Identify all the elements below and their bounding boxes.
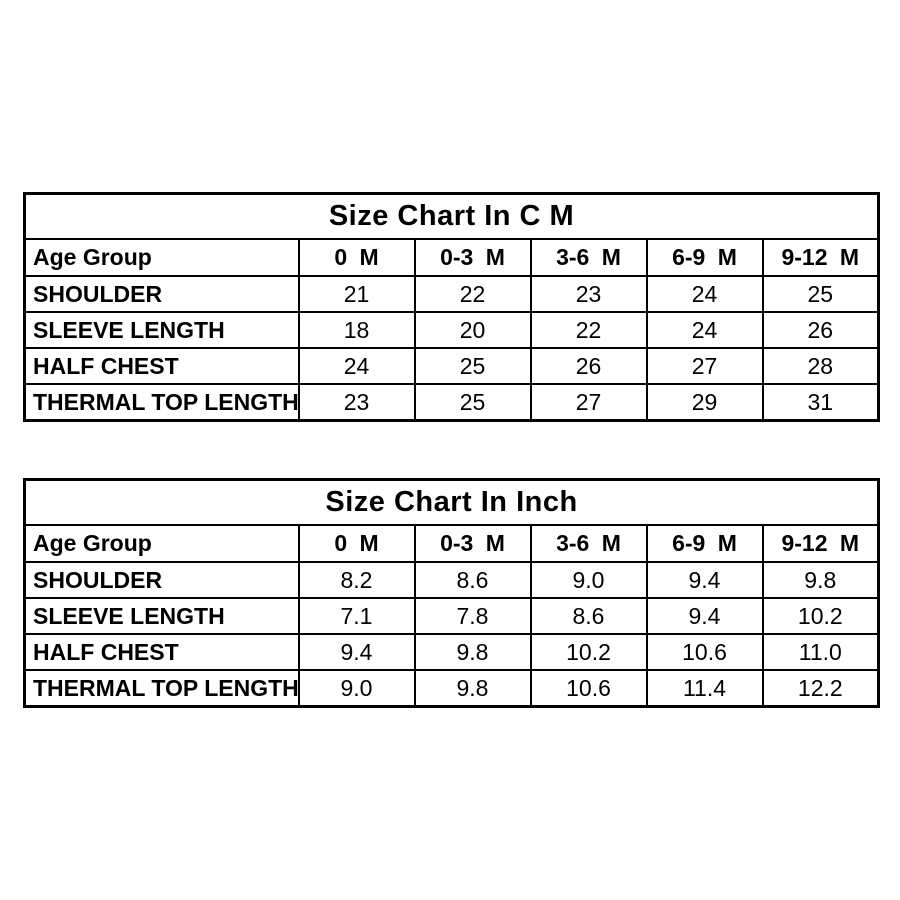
table-cell: 7.8	[413, 597, 532, 635]
table-cell: 24	[645, 275, 764, 313]
column-header: Age Group	[23, 238, 300, 277]
table-cell: 12.2	[761, 669, 880, 708]
table-cell: 9.4	[645, 561, 764, 599]
table-row: SLEEVE LENGTH 18 20 22 24 26	[23, 311, 880, 349]
size-chart-cm-table: Size Chart In C M Age Group 0 M 0-3 M 3-…	[23, 192, 881, 422]
table-cell: 24	[645, 311, 764, 349]
table-title: Size Chart In C M	[23, 192, 880, 240]
table-cell: 9.8	[413, 633, 532, 671]
table-row: THERMAL TOP LENGTH 9.0 9.8 10.6 11.4 12.…	[23, 669, 880, 708]
column-header: 9-12 M	[761, 524, 880, 563]
table-cell: 9.8	[413, 669, 532, 708]
table-cell: 27	[645, 347, 764, 385]
column-header: 0-3 M	[413, 238, 532, 277]
row-label: THERMAL TOP LENGTH	[23, 669, 300, 708]
column-header: 0 M	[297, 238, 416, 277]
table-cell: 10.6	[529, 669, 648, 708]
table-cell: 26	[529, 347, 648, 385]
table-cell: 29	[645, 383, 764, 422]
row-label: HALF CHEST	[23, 347, 300, 385]
table-cell: 23	[529, 275, 648, 313]
table-row: HALF CHEST 24 25 26 27 28	[23, 347, 880, 385]
table-row: THERMAL TOP LENGTH 23 25 27 29 31	[23, 383, 880, 422]
row-label: SLEEVE LENGTH	[23, 597, 300, 635]
table-cell: 11.4	[645, 669, 764, 708]
table-header-row: Age Group 0 M 0-3 M 3-6 M 6-9 M 9-12 M	[23, 238, 880, 277]
table-cell: 7.1	[297, 597, 416, 635]
table-cell: 9.8	[761, 561, 880, 599]
column-header: 9-12 M	[761, 238, 880, 277]
table-cell: 25	[413, 383, 532, 422]
row-label: SHOULDER	[23, 275, 300, 313]
table-cell: 11.0	[761, 633, 880, 671]
column-header: 3-6 M	[529, 524, 648, 563]
table-cell: 9.0	[297, 669, 416, 708]
column-header: 6-9 M	[645, 524, 764, 563]
table-cell: 25	[761, 275, 880, 313]
column-header: 3-6 M	[529, 238, 648, 277]
table-cell: 9.4	[645, 597, 764, 635]
table-cell: 8.6	[529, 597, 648, 635]
table-row: HALF CHEST 9.4 9.8 10.2 10.6 11.0	[23, 633, 880, 671]
table-cell: 10.2	[529, 633, 648, 671]
table-title-row: Size Chart In C M	[23, 192, 880, 240]
table-title-row: Size Chart In Inch	[23, 478, 880, 526]
table-cell: 22	[529, 311, 648, 349]
column-header: 0 M	[297, 524, 416, 563]
table-cell: 8.6	[413, 561, 532, 599]
table-cell: 21	[297, 275, 416, 313]
row-label: THERMAL TOP LENGTH	[23, 383, 300, 422]
table-cell: 20	[413, 311, 532, 349]
table-cell: 10.6	[645, 633, 764, 671]
table-cell: 9.4	[297, 633, 416, 671]
table-title: Size Chart In Inch	[23, 478, 880, 526]
table-cell: 22	[413, 275, 532, 313]
row-label: HALF CHEST	[23, 633, 300, 671]
table-cell: 9.0	[529, 561, 648, 599]
size-chart-inch-table: Size Chart In Inch Age Group 0 M 0-3 M 3…	[23, 478, 881, 708]
table-cell: 10.2	[761, 597, 880, 635]
table-row: SHOULDER 8.2 8.6 9.0 9.4 9.8	[23, 561, 880, 599]
row-label: SLEEVE LENGTH	[23, 311, 300, 349]
table-cell: 25	[413, 347, 532, 385]
table-cell: 8.2	[297, 561, 416, 599]
table-cell: 18	[297, 311, 416, 349]
column-header: 6-9 M	[645, 238, 764, 277]
table-header-row: Age Group 0 M 0-3 M 3-6 M 6-9 M 9-12 M	[23, 524, 880, 563]
row-label: SHOULDER	[23, 561, 300, 599]
table-cell: 24	[297, 347, 416, 385]
table-cell: 28	[761, 347, 880, 385]
table-cell: 31	[761, 383, 880, 422]
column-header: Age Group	[23, 524, 300, 563]
table-cell: 26	[761, 311, 880, 349]
column-header: 0-3 M	[413, 524, 532, 563]
table-row: SLEEVE LENGTH 7.1 7.8 8.6 9.4 10.2	[23, 597, 880, 635]
table-row: SHOULDER 21 22 23 24 25	[23, 275, 880, 313]
table-cell: 27	[529, 383, 648, 422]
table-cell: 23	[297, 383, 416, 422]
